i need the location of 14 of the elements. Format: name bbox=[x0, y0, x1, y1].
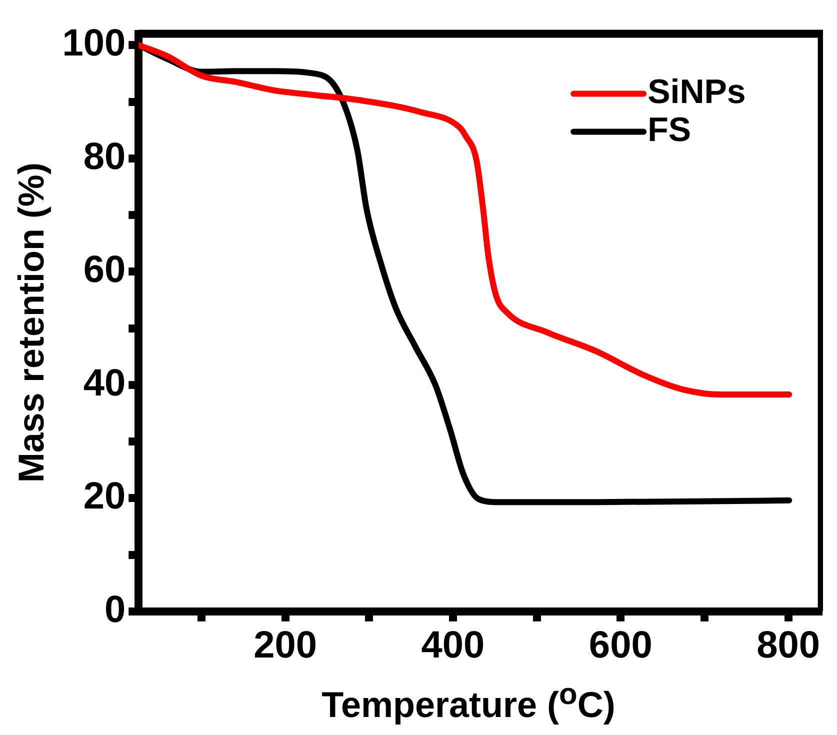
x-tick-label: 400 bbox=[421, 624, 485, 667]
legend-label: FS bbox=[648, 111, 692, 150]
legend-label: SiNPs bbox=[648, 73, 746, 112]
y-tick-label: 0 bbox=[104, 588, 126, 631]
x-tick-label: 800 bbox=[756, 624, 820, 667]
y-tick-label: 60 bbox=[83, 249, 126, 292]
x-axis-title: Temperature ($^{o}$C) bbox=[320, 677, 616, 727]
y-axis-title: Mass retention (%) bbox=[10, 162, 52, 483]
x-tick-label: 200 bbox=[254, 624, 318, 667]
y-tick-label: 40 bbox=[83, 362, 126, 404]
y-tick-label: 20 bbox=[83, 476, 126, 518]
y-tick-label: 100 bbox=[62, 22, 126, 65]
x-tick-label: 600 bbox=[588, 624, 652, 667]
y-tick-label: 80 bbox=[83, 136, 126, 178]
